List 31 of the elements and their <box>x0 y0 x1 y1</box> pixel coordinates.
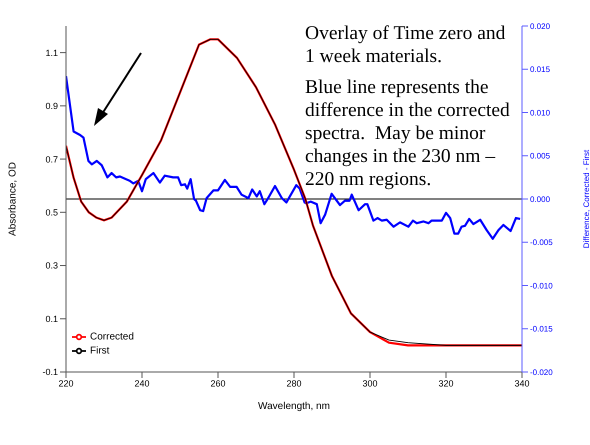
y-tick-label: 0.1 <box>45 314 58 324</box>
x-tick-label: 260 <box>210 378 226 388</box>
legend-label: Corrected <box>90 332 134 343</box>
x-tick-label: 340 <box>514 378 530 388</box>
line-series <box>66 75 522 240</box>
y2-tick-label: 0.010 <box>530 108 551 118</box>
y2-tick-label: 0.015 <box>530 65 551 74</box>
annotation: Blue line represents the difference in the corrected spectra. May be minor changes in the 230 nm – 220 nm regions. <box>305 76 511 191</box>
y-tick-label: 1.1 <box>45 48 58 58</box>
x-tick-label: 220 <box>58 378 74 388</box>
y2-tick-label: -0.020 <box>530 368 554 377</box>
y-tick-label: 0.9 <box>45 101 58 112</box>
y2-axis-title: Difference, Corrected - First <box>582 148 590 248</box>
legend-label: First <box>90 346 110 357</box>
x-tick-label: 280 <box>286 378 302 388</box>
y-tick-label: 0.5 <box>45 208 58 218</box>
annotation: Overlay of Time zero and 1 week materials. <box>305 22 506 68</box>
y-axis-title: Absorbance, OD <box>8 162 19 236</box>
x-tick-label: 240 <box>134 378 150 388</box>
y2-tick-label: 0.020 <box>530 22 551 31</box>
x-tick-label: 300 <box>362 378 378 388</box>
y2-tick-label: -0.015 <box>530 324 554 334</box>
y-tick-label: 0.7 <box>45 154 58 164</box>
y2-tick-label: 0.000 <box>530 194 551 204</box>
y2-tick-label: -0.010 <box>530 281 554 290</box>
x-axis-title: Wavelength, nm <box>258 401 330 412</box>
y2-tick-label: 0.005 <box>530 152 551 161</box>
y-tick-label: -0.1 <box>42 367 58 378</box>
x-tick-label: 320 <box>438 378 454 388</box>
y2-tick-label: -0.005 <box>530 238 554 248</box>
y-tick-label: 0.3 <box>45 260 58 271</box>
